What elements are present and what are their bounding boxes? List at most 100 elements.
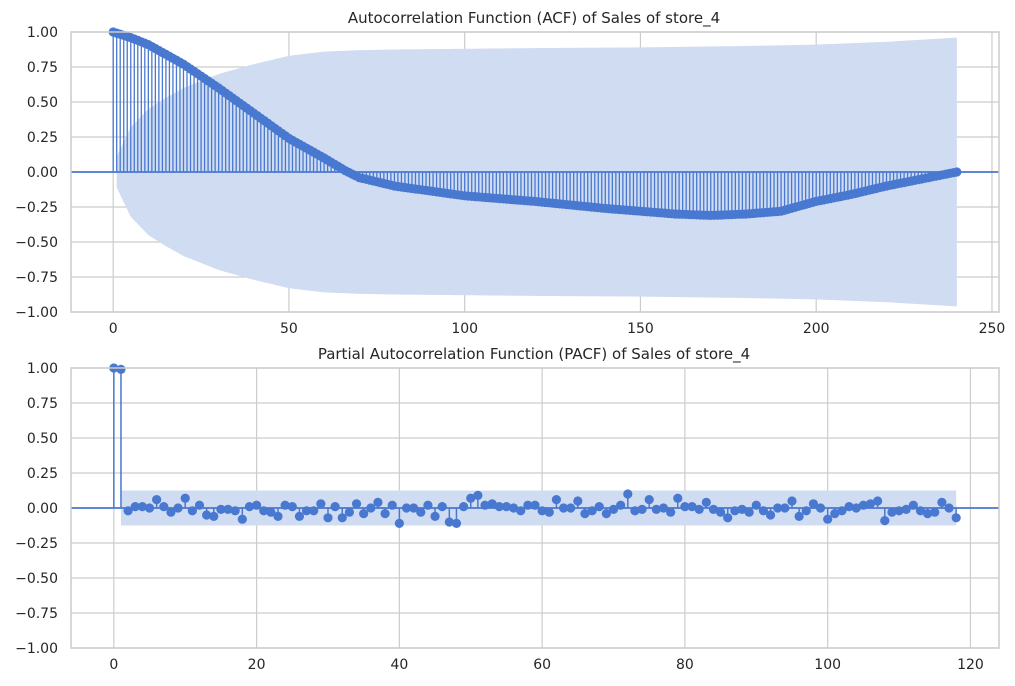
pacf-marker [644,495,654,505]
pacf-marker [587,506,597,516]
pacf-marker [708,504,719,514]
pacf-marker [930,507,940,517]
pacf-x-tick-label: 40 [390,657,408,673]
pacf-marker [737,504,747,514]
pacf-marker [401,503,412,513]
pacf-marker [851,503,861,513]
pacf-marker [466,493,476,503]
pacf-marker [287,502,297,512]
pacf-marker [130,502,140,512]
pacf-marker [923,508,933,519]
pacf-marker [487,499,497,509]
acf-y-tick-label: −0.50 [15,235,58,251]
pacf-marker [230,506,240,516]
pacf-marker [501,502,512,512]
pacf-marker [937,497,947,507]
pacf-marker [716,507,726,517]
pacf-x-tick-label: 80 [676,657,694,673]
pacf-marker [558,503,569,513]
pacf-marker [508,503,519,513]
pacf-marker [380,508,390,519]
pacf-marker [623,489,633,499]
pacf-marker [944,503,954,513]
pacf-y-tick-label: −0.75 [15,606,58,622]
pacf-marker [687,502,697,512]
pacf-marker [444,517,454,527]
pacf-chart: 0 20 40 60 80 100 120 1.00 0.75 0.50 0.25 0.00 −0.25… [15,345,1000,673]
pacf-marker [651,504,661,514]
pacf-marker [416,507,426,517]
pacf-marker [830,508,840,519]
pacf-marker [744,507,754,517]
pacf-y-tick-label: 0.50 [27,431,58,447]
pacf-y-tick-label: 0.25 [27,466,58,482]
pacf-x-tick-label: 100 [814,657,841,673]
pacf-marker [787,496,797,506]
pacf-marker [180,493,190,503]
pacf-axes-frame [70,367,1000,649]
acf-x-tick-label: 50 [280,321,298,337]
pacf-marker [430,511,440,521]
acf-chart: 0 50 100 150 200 250 1.00 0.75 0.50 0.25 0.00 −0.25… [15,9,1005,337]
pacf-marker [423,500,433,510]
pacf-x-tick-label: 20 [248,657,266,673]
pacf-marker [580,508,590,519]
pacf-marker [873,496,883,506]
pacf-marker [144,503,155,513]
pacf-marker [673,493,683,503]
pacf-marker [666,507,676,517]
pacf-marker [280,500,290,510]
pacf-marker [837,506,847,516]
acf-y-tick-label: 0.75 [27,60,58,76]
pacf-marker [344,507,354,517]
acf-marker [952,167,962,177]
pacf-marker [194,500,205,510]
pacf-marker [794,511,804,521]
pacf-marker [237,514,247,524]
pacf-y-tick-label: 0.00 [27,501,58,517]
pacf-marker [608,504,619,514]
pacf-marker [494,502,504,512]
pacf-marker [316,499,326,509]
pacf-marker [780,503,790,513]
pacf-marker [366,503,376,513]
acf-y-tick-label: 0.50 [27,95,58,111]
pacf-y-tick-label: −0.25 [15,536,58,552]
pacf-marker [309,506,319,516]
pacf-x-tick-label: 120 [957,657,984,673]
pacf-marker [637,504,647,514]
pacf-marker [387,500,397,510]
pacf-marker [252,500,262,510]
pacf-marker [516,506,526,516]
pacf-marker [459,502,469,512]
pacf-marker [537,506,547,516]
acf-y-tick-label: 0.00 [27,165,58,181]
pacf-marker [473,490,483,500]
pacf-marker [259,506,269,516]
pacf-marker [209,511,219,521]
pacf-marker [730,506,740,516]
pacf-marker [601,508,611,519]
pacf-marker [123,506,133,516]
pacf-marker [865,499,876,509]
pacf-x-tick-label: 0 [109,657,118,673]
acf-x-tick-label: 0 [109,321,118,337]
pacf-marker [594,502,604,512]
pacf-marker [337,513,347,523]
acf-y-tick-label: 0.25 [27,130,58,146]
acf-y-tick-label: −0.25 [15,200,58,216]
pacf-marker [901,504,911,514]
pacf-marker [630,506,640,516]
pacf-marker [523,500,533,510]
acf-x-tick-label: 150 [627,321,654,337]
pacf-chart-title: Partial Autocorrelation Function (PACF) … [318,345,750,364]
pacf-marker [858,500,868,510]
pacf-marker [616,500,626,510]
pacf-marker [301,506,312,516]
pacf-y-tick-label: 0.75 [27,396,58,412]
pacf-y-tick-label: 1.00 [27,361,58,377]
pacf-marker [880,516,890,526]
pacf-marker [701,497,711,507]
acf-chart-title: Autocorrelation Function (ACF) of Sales … [348,9,720,28]
acf-y-tick-label: −1.00 [15,305,58,321]
